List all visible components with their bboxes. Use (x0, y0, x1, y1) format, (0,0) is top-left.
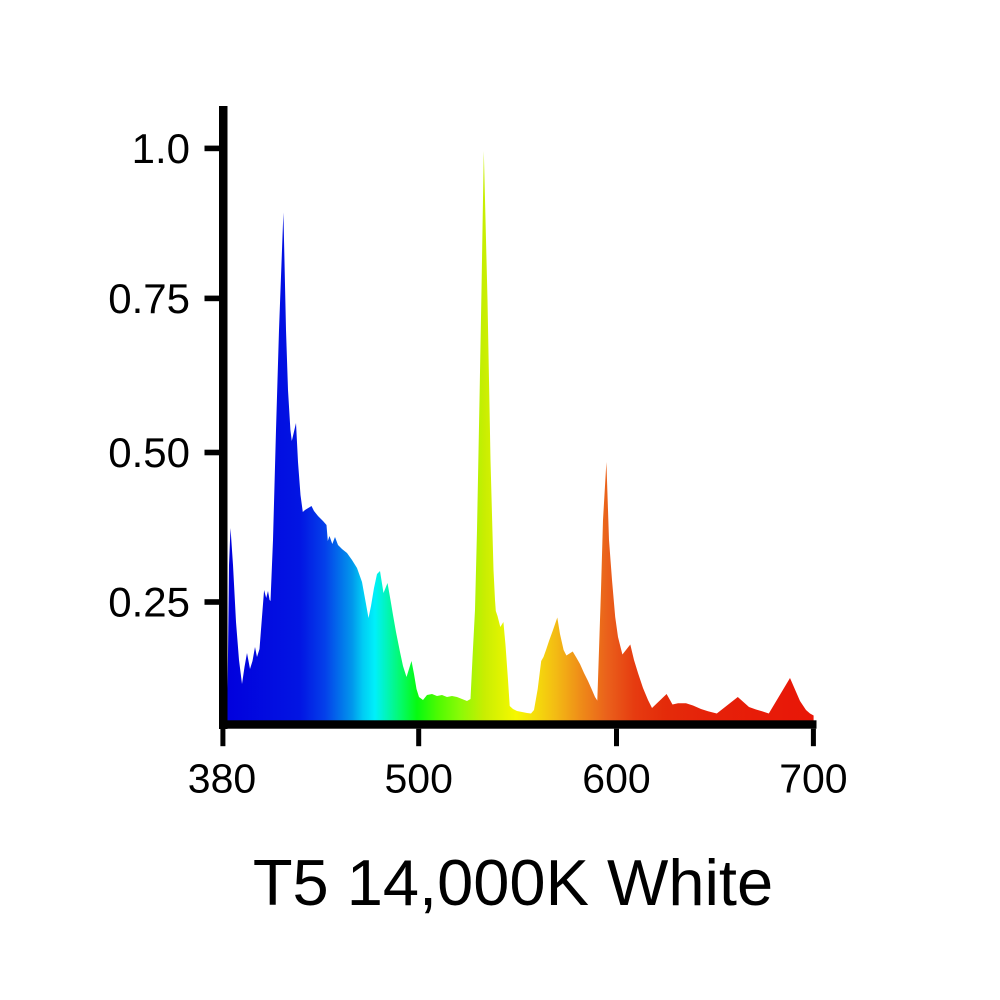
svg-text:0.25: 0.25 (108, 579, 190, 626)
svg-text:0.75: 0.75 (108, 275, 190, 322)
svg-text:380: 380 (188, 755, 256, 801)
svg-text:700: 700 (779, 755, 847, 801)
svg-text:600: 600 (582, 755, 650, 801)
svg-text:500: 500 (384, 755, 452, 801)
svg-text:T5 14,000K White: T5 14,000K White (253, 846, 773, 919)
svg-text:1.0: 1.0 (132, 125, 190, 172)
svg-text:0.50: 0.50 (108, 429, 190, 476)
